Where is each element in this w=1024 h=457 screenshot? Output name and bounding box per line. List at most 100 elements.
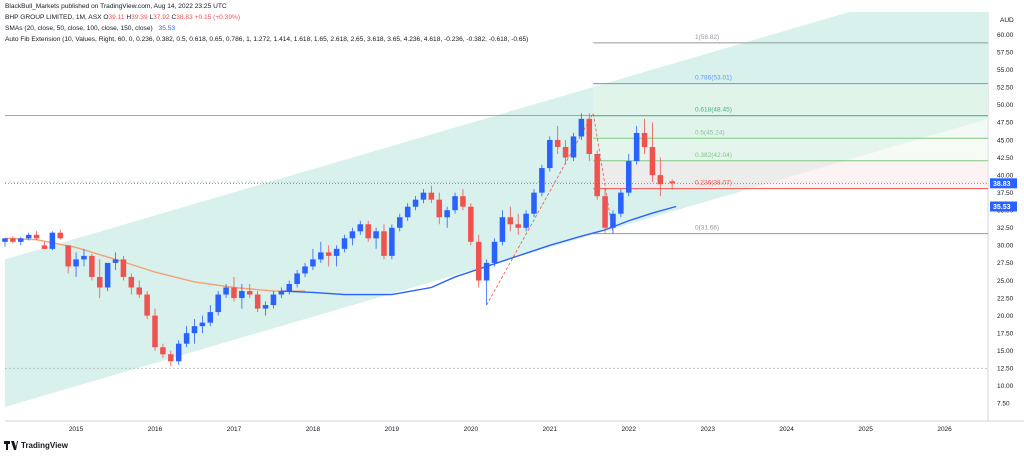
candle	[554, 125, 561, 155]
candle	[404, 203, 411, 221]
y-tick-label: 45.00	[997, 137, 1014, 144]
candle	[223, 283, 229, 299]
x-tick-label: 2023	[700, 426, 715, 433]
y-tick-label: 25.00	[997, 278, 1014, 285]
candle	[610, 210, 616, 234]
candle-body	[397, 217, 403, 228]
candle-body	[333, 248, 340, 256]
fib-level-label: 0.382(42.04)	[695, 152, 732, 159]
candle-body	[491, 241, 498, 263]
candle	[81, 248, 87, 267]
candle-body	[10, 238, 16, 242]
candle-body	[246, 291, 253, 295]
candle-body	[483, 262, 490, 281]
candle-body	[278, 291, 285, 295]
y-tick-label: 27.50	[997, 260, 1014, 267]
candle-body	[294, 273, 300, 284]
ohlc-l-label: L	[149, 14, 154, 21]
candle-body	[578, 118, 585, 137]
ohlc-o: 39.11	[108, 14, 125, 21]
candle-body	[191, 326, 198, 334]
candle	[302, 262, 308, 277]
candle	[65, 245, 71, 274]
candle	[294, 269, 300, 288]
ohlc-h-label: H	[126, 14, 132, 21]
ohlc-o-label: O	[103, 14, 109, 21]
candle-body	[657, 175, 664, 185]
candle	[333, 245, 340, 267]
x-tick-label: 2024	[779, 426, 794, 433]
candle	[152, 308, 158, 351]
candle-body	[25, 234, 32, 239]
y-tick-label: 57.50	[997, 49, 1014, 56]
y-tick-label: 52.50	[997, 85, 1014, 92]
candle	[104, 262, 111, 292]
candle	[373, 227, 379, 249]
ohlc-c: 38.83	[176, 14, 193, 21]
ohlc-l: 37.92	[153, 14, 170, 21]
candle-body	[562, 146, 569, 158]
candle	[278, 287, 285, 299]
candle-body	[175, 343, 182, 362]
candle-body	[625, 161, 632, 193]
candle-body	[499, 217, 506, 242]
candle	[262, 301, 269, 316]
symbol-title: BHP GROUP LIMITED, 1M, ASX	[5, 14, 102, 21]
candle	[547, 136, 553, 172]
x-tick-label: 2018	[306, 426, 321, 433]
candle	[460, 189, 466, 211]
candle	[649, 122, 656, 183]
fib-zone	[593, 83, 988, 116]
candle-body	[136, 287, 142, 295]
candle-body	[570, 136, 577, 158]
candle	[325, 245, 332, 267]
candle	[341, 234, 348, 253]
candle	[270, 291, 277, 309]
candle	[349, 227, 356, 246]
candle-body	[633, 132, 640, 162]
y-tick-label: 22.50	[997, 295, 1014, 302]
candle-body	[365, 224, 371, 239]
y-tick-label: 15.00	[997, 348, 1014, 355]
candle-body	[207, 312, 214, 323]
candle	[310, 248, 316, 270]
candle-body	[594, 154, 600, 197]
candle-body	[270, 294, 277, 306]
candle-body	[96, 276, 103, 288]
tradingview-logo-icon	[4, 441, 18, 450]
candle	[523, 210, 529, 232]
candle	[73, 252, 79, 277]
candle-body	[436, 199, 443, 218]
candle-body	[357, 224, 364, 232]
publisher-line: BlackBull_Markets published on TradingVi…	[5, 3, 227, 10]
candle	[96, 259, 103, 299]
candle-body	[539, 168, 545, 193]
candle	[389, 224, 395, 260]
y-tick-label: 32.50	[997, 225, 1014, 232]
candle	[18, 236, 24, 246]
candle-body	[168, 354, 174, 362]
candle	[602, 189, 608, 234]
candle	[562, 139, 569, 165]
ohlc-c-label: C	[171, 14, 177, 21]
candle	[128, 273, 135, 295]
candle	[112, 252, 119, 270]
sma-legend-label: SMAs (20, close, 50, close, 100, close, …	[5, 25, 153, 32]
candle-body	[341, 238, 348, 249]
y-tick-label: 20.00	[997, 313, 1014, 320]
last-price-tag: 38.83	[993, 181, 1011, 188]
fib-level-label: 0.618(48.45)	[695, 107, 732, 114]
candle-body	[223, 287, 229, 295]
x-tick-label: 2022	[622, 426, 637, 433]
candle-body	[231, 287, 237, 299]
candle-body	[468, 206, 474, 242]
candle	[618, 189, 624, 218]
candle-body	[460, 196, 466, 207]
candle-body	[669, 181, 675, 184]
tradingview-brand: TradingView	[21, 441, 68, 450]
candle-body	[318, 252, 324, 260]
y-tick-label: 7.50	[997, 401, 1010, 408]
candle-body	[475, 241, 482, 281]
symbol-line: BHP GROUP LIMITED, 1M, ASX O39.11 H39.39…	[5, 13, 240, 22]
